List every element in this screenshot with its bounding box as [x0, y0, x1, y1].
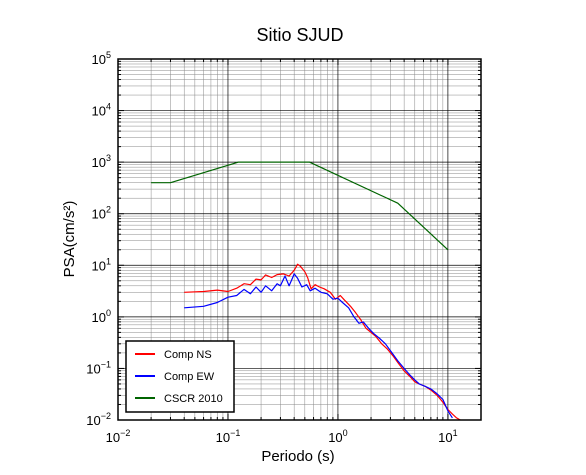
ticks-layer — [117, 58, 482, 421]
grid-minor — [118, 59, 482, 420]
y-tick-label: 10−1 — [86, 359, 111, 376]
series-line-comp-ew — [184, 273, 453, 419]
series-line-cscr-2010 — [151, 161, 449, 251]
legend-items: Comp NS Comp EW CSCR 2010 — [135, 349, 223, 405]
series-layer — [151, 161, 462, 420]
x-tick-label: 101 — [438, 428, 457, 445]
chart-title: Sitio SJUD — [256, 25, 343, 45]
legend-label: CSCR 2010 — [164, 393, 223, 405]
y-tick-label: 102 — [92, 205, 111, 222]
y-axis-label: PSA(cm/s²) — [61, 201, 78, 278]
x-axis-label: Periodo (s) — [261, 448, 334, 465]
x-tick-label: 10−1 — [216, 428, 241, 445]
y-tick-label: 10−2 — [86, 411, 111, 428]
y-tick-label: 103 — [92, 153, 111, 170]
legend-label: Comp EW — [164, 371, 215, 383]
legend: Comp NS Comp EW CSCR 2010 — [125, 340, 235, 413]
tick-labels: 10−2 10−1 100 101 10−2 10−1 100 101 102 103 104 105 — [86, 50, 457, 445]
x-tick-label: 100 — [328, 428, 347, 445]
y-tick-label: 101 — [92, 256, 111, 273]
y-tick-label: 105 — [92, 50, 111, 67]
legend-label: Comp NS — [164, 349, 212, 361]
plot-frame — [117, 58, 482, 421]
x-tick-label: 10−2 — [106, 428, 131, 445]
y-tick-label: 100 — [92, 308, 111, 325]
y-tick-label: 104 — [92, 102, 111, 119]
